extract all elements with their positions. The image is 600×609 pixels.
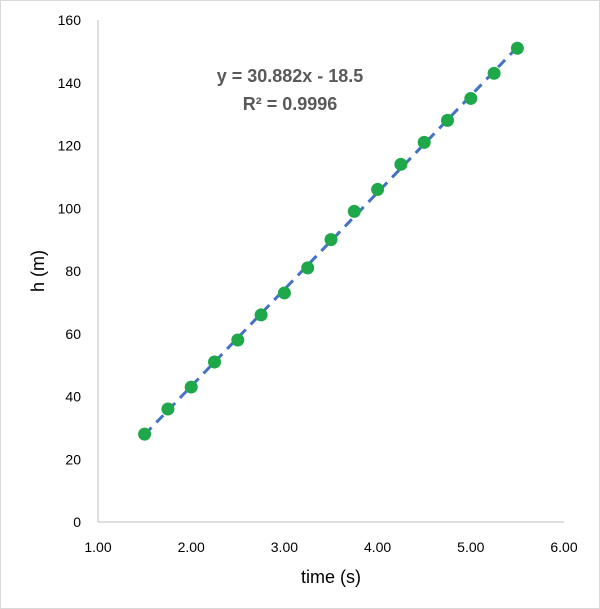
data-point: [138, 427, 152, 441]
y-tick-label: 100: [58, 200, 82, 216]
y-tick-label: 160: [58, 12, 82, 28]
data-point: [231, 333, 245, 347]
y-axis-title: h (m): [28, 250, 48, 292]
x-tick-label: 1.00: [84, 539, 111, 555]
data-point: [301, 261, 315, 275]
y-tick-label: 120: [58, 138, 82, 154]
y-tick-label: 40: [65, 389, 81, 405]
data-point: [441, 113, 454, 127]
trendline: [143, 46, 519, 436]
equation-label: y = 30.882x - 18.5: [217, 66, 364, 86]
data-point: [371, 182, 385, 196]
data-point: [184, 380, 198, 394]
data-point: [161, 402, 175, 416]
data-point: [324, 233, 338, 247]
y-tick-label: 20: [65, 451, 81, 467]
y-tick-label: 0: [73, 514, 81, 530]
data-point: [277, 286, 291, 300]
r-squared-label: R² = 0.9996: [243, 94, 338, 114]
data-point: [347, 204, 361, 218]
x-tick-label: 4.00: [364, 539, 391, 555]
data-point: [510, 41, 524, 55]
x-axis-title: time (s): [301, 567, 361, 587]
data-points: [138, 41, 524, 441]
x-tick-label: 5.00: [457, 539, 484, 555]
y-tick-labels: 0 20 40 60 80 100 120 140 160: [58, 12, 82, 530]
data-point: [487, 66, 501, 80]
x-tick-label: 3.00: [271, 539, 298, 555]
y-tick-label: 140: [58, 75, 82, 91]
axes: [97, 20, 564, 523]
trendline-layer: [143, 46, 519, 436]
data-point: [417, 135, 431, 149]
data-point: [208, 355, 221, 369]
data-point: [394, 157, 408, 171]
x-tick-labels: 1.00 2.00 3.00 4.00 5.00 6.00: [84, 539, 577, 555]
data-point: [254, 308, 268, 322]
data-point: [464, 91, 478, 105]
x-tick-label: 6.00: [550, 539, 577, 555]
x-tick-label: 2.00: [178, 539, 205, 555]
y-tick-label: 80: [65, 263, 81, 279]
y-tick-label: 60: [65, 326, 81, 342]
